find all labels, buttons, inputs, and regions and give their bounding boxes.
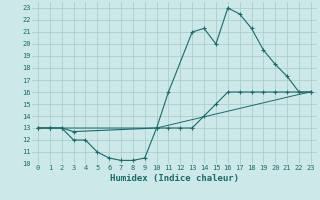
X-axis label: Humidex (Indice chaleur): Humidex (Indice chaleur) bbox=[110, 174, 239, 183]
